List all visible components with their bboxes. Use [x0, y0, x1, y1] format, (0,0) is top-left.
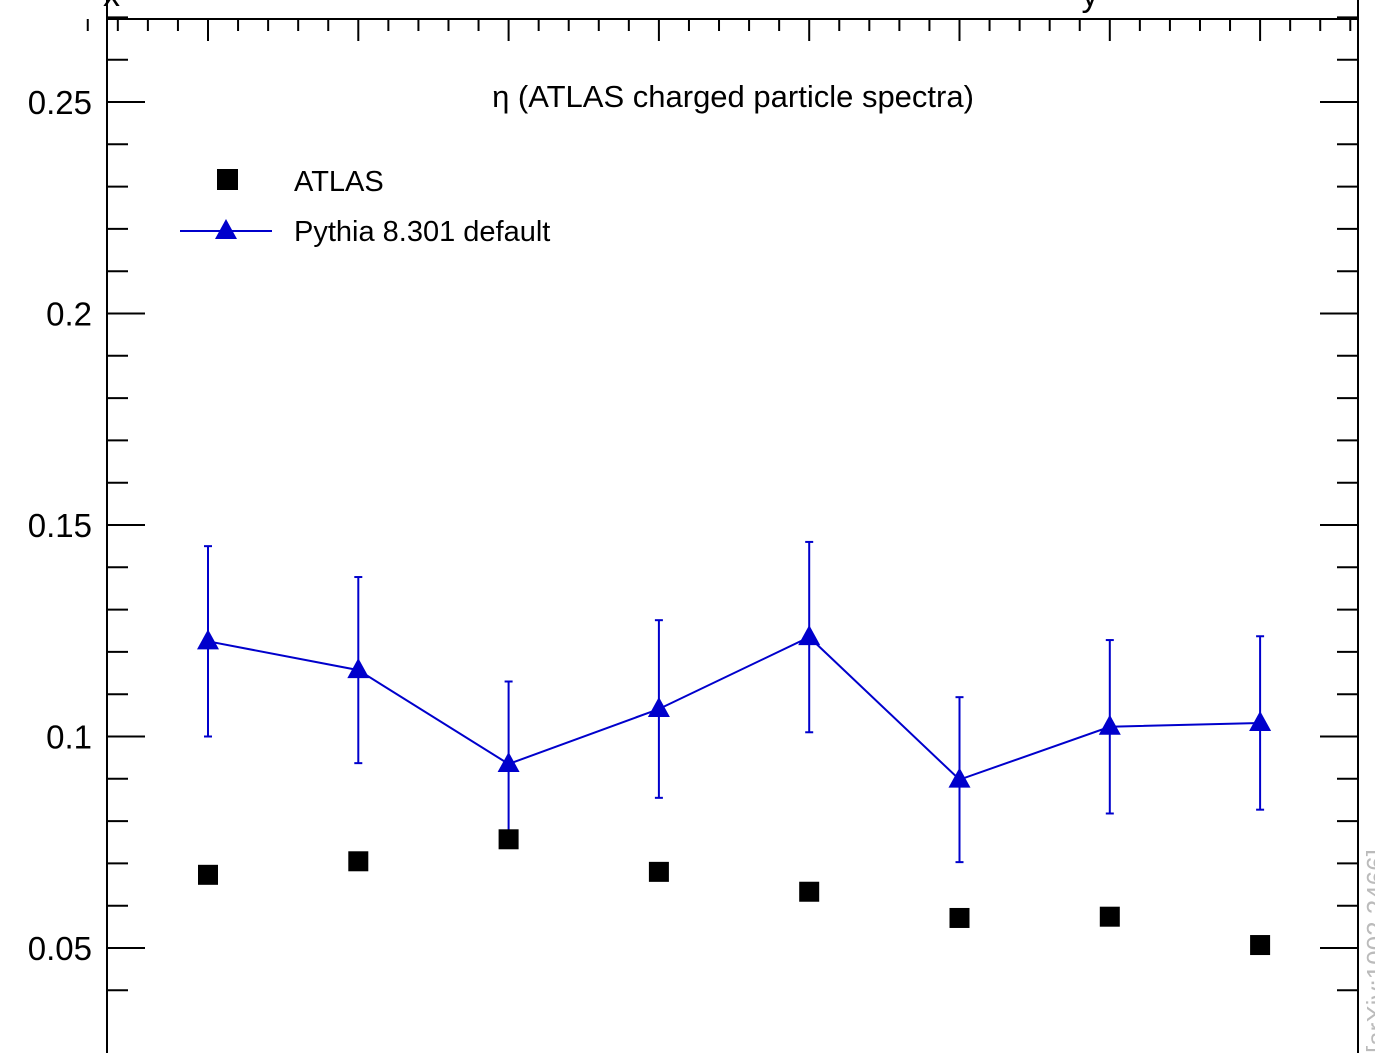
series-pythia	[197, 540, 1272, 864]
y-tick-labels: 0.05 0.1 0.15 0.2 0.25	[28, 84, 92, 967]
pythia-point	[347, 658, 370, 679]
atlas-point	[1250, 935, 1271, 956]
pythia-line	[207, 635, 1261, 781]
atlas-point	[1099, 906, 1120, 927]
atlas-point	[348, 851, 369, 872]
chart-title: η (ATLAS charged particle spectra)	[492, 79, 974, 114]
header-fragment-left: x	[103, 0, 120, 14]
pythia-point	[497, 751, 520, 772]
atlas-point	[799, 881, 820, 902]
legend-label-pythia: Pythia 8.301 default	[294, 216, 550, 248]
legend-label-atlas: ATLAS	[294, 166, 384, 198]
header-fragment-right: y	[1082, 0, 1099, 14]
legend-marker-pythia	[215, 219, 237, 239]
pythia-point	[1098, 714, 1121, 735]
pythia-point	[1249, 710, 1272, 731]
pythia-point	[948, 767, 971, 788]
y-tick-label: 0.15	[28, 507, 92, 544]
axis-ticks	[86, 16, 1358, 992]
atlas-point	[498, 829, 519, 850]
pythia-point	[798, 625, 821, 646]
legend-marker-atlas	[217, 169, 238, 190]
series-atlas	[198, 829, 1271, 956]
atlas-point	[648, 861, 669, 882]
plot-frame	[106, 0, 1359, 1053]
atlas-point	[949, 907, 970, 928]
pythia-point	[197, 629, 219, 650]
y-tick-label: 0.1	[46, 719, 92, 756]
atlas-point	[198, 864, 218, 885]
y-tick-label: 0.25	[28, 84, 92, 121]
legend: ATLAS Pythia 8.301 default	[180, 166, 550, 248]
pythia-point	[647, 697, 670, 718]
side-reference-label: [arXiv:1002.2466]	[1361, 849, 1375, 1053]
y-tick-label: 0.2	[46, 296, 92, 333]
y-tick-label: 0.05	[28, 930, 92, 967]
